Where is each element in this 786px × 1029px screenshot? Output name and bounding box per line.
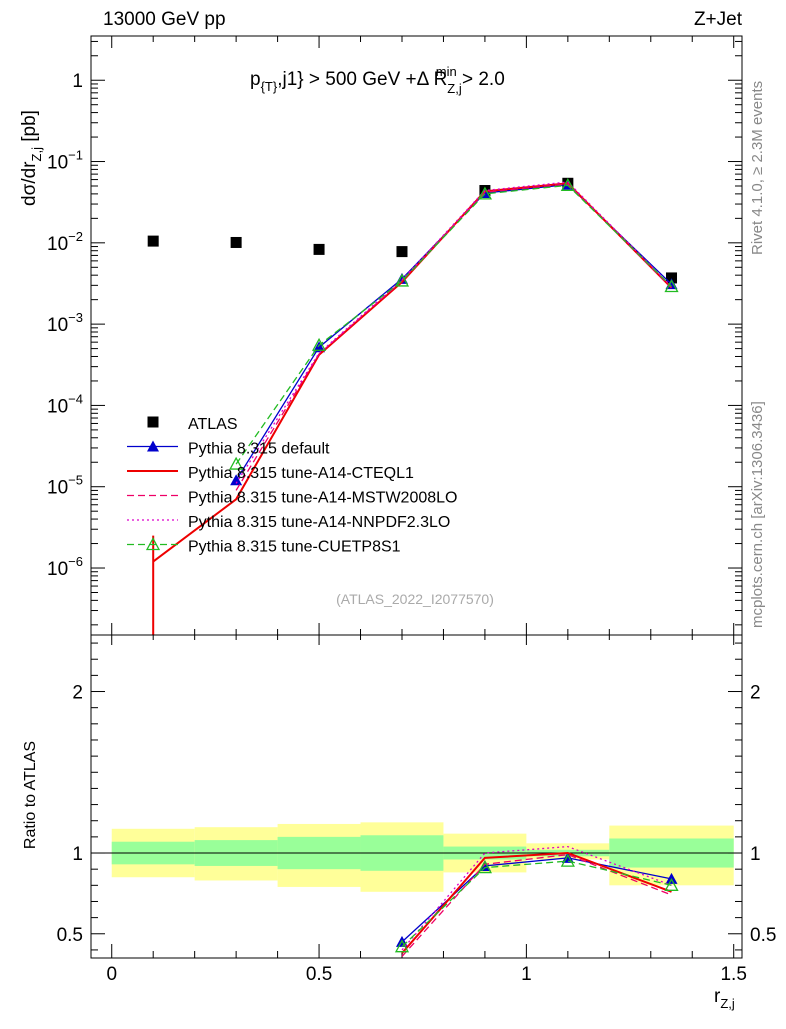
legend-marker — [147, 416, 159, 428]
y-tick-label: 1 — [72, 844, 83, 865]
x-axis-label: rZ,j — [714, 986, 735, 1011]
legend-item: Pythia 8.315 tune-A14-MSTW2008LO — [127, 490, 457, 507]
series-cuetp8s1 — [229, 177, 679, 470]
data-point — [230, 474, 243, 486]
ratio-point — [664, 877, 679, 891]
legend-marker — [145, 537, 161, 551]
ratio-series-nnpdf — [401, 845, 672, 951]
series-line-default — [235, 183, 672, 481]
y-tick-label: 0.5 — [57, 925, 83, 946]
data-point — [560, 177, 575, 191]
ratio-y-axis-label: Ratio to ATLAS — [22, 741, 39, 849]
y-tick-label: 10−5 — [47, 473, 83, 499]
main-series — [147, 177, 679, 635]
rivet-label: Rivet 4.1.0, ≥ 2.3M events — [749, 81, 766, 255]
data-point — [229, 456, 244, 470]
legend-label: Pythia 8.315 tune-A14-MSTW2008LO — [188, 490, 457, 507]
ratio-line-nnpdf — [401, 845, 672, 951]
series-cteql1 — [152, 182, 673, 635]
ratio-ticks: 0.5 0.5 1 1 2 2 0 0.5 1 1.5 — [57, 635, 776, 985]
ratio-line-cuetp8s1 — [401, 860, 672, 948]
x-tick-label: 0.5 — [306, 964, 332, 985]
ratio-point — [560, 853, 575, 867]
legend-label: Pythia 8.315 tune-A14-CTEQL1 — [188, 465, 414, 482]
legend-label: ATLAS — [188, 416, 238, 433]
main-panel: p{T},j1} > 500 GeV +Δ RZ,jmin > 2.0 dσ/d… — [19, 36, 742, 635]
series-nnpdf — [235, 181, 672, 484]
y-tick-label-right: 1 — [750, 844, 761, 865]
y-tick-label: 10−6 — [47, 554, 83, 580]
ratio-series-mstw — [401, 853, 672, 957]
ratio-series-cuetp8s1 — [394, 853, 679, 953]
main-y-ticks: 1 10−1 10−2 10−3 10−4 10−5 10−6 — [47, 36, 742, 635]
ratio-panel: 0.5 0.5 1 1 2 2 0 0.5 1 1.5 Ratio to ATLAS rZ,j — [22, 635, 776, 1011]
ratio-point — [477, 860, 493, 874]
y-tick-label: 10−3 — [47, 310, 83, 336]
ratio-line-mstw — [401, 853, 672, 957]
data-point — [147, 235, 159, 247]
data-point — [230, 236, 242, 248]
ratio-line-default — [401, 857, 672, 943]
legend-item: ATLAS — [147, 416, 238, 433]
ratio-line-cteql1 — [401, 851, 672, 954]
analysis-id: (ATLAS_2022_I2077570) — [336, 591, 494, 607]
y-tick-label-right: 0.5 — [750, 925, 776, 946]
data-point — [396, 246, 408, 258]
data-point — [664, 279, 679, 293]
y-tick-label-right: 2 — [750, 683, 761, 704]
energy-label: 13000 GeV pp — [103, 9, 226, 30]
x-tick-label: 0 — [106, 964, 117, 985]
data-point — [313, 341, 326, 353]
mcplots-label: mcplots.cern.ch [arXiv:1306.3436] — [749, 401, 766, 628]
y-tick-label: 10−1 — [47, 148, 83, 174]
ratio-point — [394, 939, 410, 953]
data-point — [311, 337, 327, 351]
series-line-nnpdf — [235, 181, 672, 484]
data-point — [313, 243, 325, 255]
legend-label: Pythia 8.315 tune-A14-NNPDF2.3LO — [188, 514, 450, 531]
legend-marker — [147, 440, 159, 452]
legend-item: Pythia 8.315 tune-A14-NNPDF2.3LO — [127, 514, 450, 531]
y-tick-label: 10−2 — [47, 229, 83, 255]
x-tick-label: 1.5 — [720, 964, 746, 985]
legend: ATLAS Pythia 8.315 default Pythia 8.315 tu… — [127, 416, 457, 556]
y-tick-label: 10−4 — [47, 391, 83, 417]
y-tick-label: 1 — [72, 71, 83, 92]
data-point — [666, 272, 678, 284]
main-title: p{T},j1} > 500 GeV +Δ RZ,jmin > 2.0 — [250, 64, 505, 96]
ratio-frame — [90, 634, 743, 959]
x-tick-label: 1 — [521, 964, 532, 985]
legend-label: Pythia 8.315 default — [188, 441, 330, 458]
ratio-series-cteql1 — [401, 851, 672, 954]
process-label: Z+Jet — [694, 9, 743, 30]
y-tick-label: 2 — [72, 683, 83, 704]
legend-item: Pythia 8.315 tune-CUETP8S1 — [127, 537, 401, 556]
ratio-series — [394, 845, 679, 957]
data-point — [477, 186, 493, 200]
series-line-cuetp8s1 — [235, 184, 672, 465]
legend-item: Pythia 8.315 default — [127, 440, 330, 458]
main-y-axis-label: dσ/drZ,j [pb] — [19, 110, 44, 206]
ratio-bands — [91, 822, 742, 892]
data-point — [394, 273, 410, 287]
legend-item: Pythia 8.315 tune-A14-CTEQL1 — [127, 465, 414, 482]
legend-label: Pythia 8.315 tune-CUETP8S1 — [188, 539, 401, 556]
